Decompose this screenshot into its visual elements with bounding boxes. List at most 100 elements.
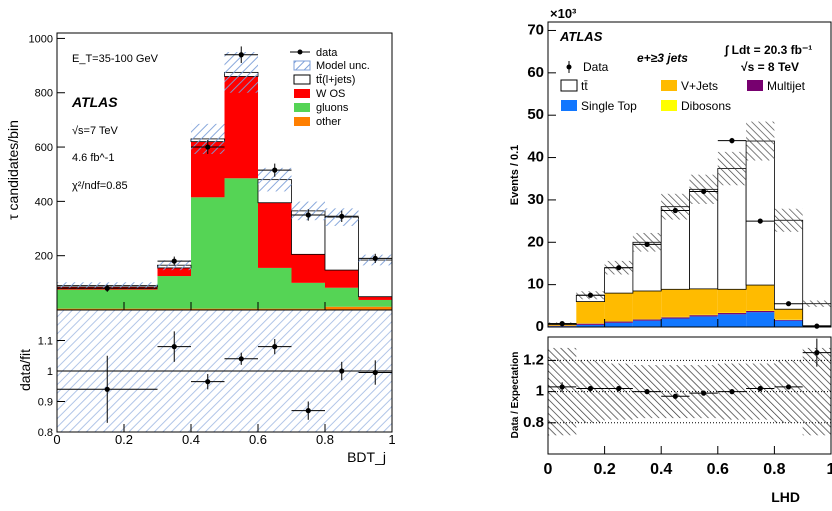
right-ratio-points xyxy=(548,338,831,399)
total-uncertainty-4 xyxy=(661,193,690,220)
bar-other-0 xyxy=(57,308,158,310)
left-chi2: χ²/ndf=0.85 xyxy=(72,180,128,192)
data-point-5 xyxy=(701,188,707,195)
y-tick-label-3: 800 xyxy=(35,88,53,100)
right-data-points xyxy=(548,137,831,329)
x-tick-label-2: 0.4 xyxy=(182,432,200,447)
bar-other-7 xyxy=(358,306,392,310)
data-point-0 xyxy=(104,285,110,291)
bar-gluons-2 xyxy=(191,197,225,309)
x-tick-label-5: 1 xyxy=(388,432,395,447)
left-x-axis-label: BDT_j xyxy=(347,449,386,465)
bar-single-top-1 xyxy=(576,324,605,327)
bar-v-jets-5 xyxy=(689,288,718,315)
right-main-frame xyxy=(547,21,832,328)
bar-multijet-3 xyxy=(632,319,662,321)
x-tick-label-0: 0 xyxy=(544,461,553,478)
y-tick-label-6: 60 xyxy=(527,64,544,81)
bar-tt--4 xyxy=(660,206,690,290)
bar-gluons-1 xyxy=(157,276,191,309)
bar-w-os-1 xyxy=(157,267,191,277)
bar-w-os-6 xyxy=(325,270,359,288)
left-ratio-y-ticks: 0.8 0.9 1 1.1 xyxy=(38,336,65,439)
bar-v-jets-2 xyxy=(604,293,633,322)
total-uncertainty-8 xyxy=(774,208,803,232)
left-luminosity: 4.6 fb^-1 xyxy=(72,152,114,164)
bar-v-jets-6 xyxy=(717,289,747,313)
ratio-point-0 xyxy=(559,384,565,390)
left-ratio-y-label: data/fit xyxy=(17,349,33,391)
y-tick-label-1: 400 xyxy=(35,196,53,208)
data-point-3 xyxy=(238,52,244,58)
bar-multijet-7 xyxy=(746,310,775,313)
ratio-point-9 xyxy=(814,350,820,356)
bar-other-6 xyxy=(325,306,359,310)
bar-other-2 xyxy=(191,308,225,310)
data-point-2 xyxy=(205,144,211,150)
legend-data-label: data xyxy=(316,47,338,59)
ratio-point-1 xyxy=(587,385,594,392)
right-ratio-y-label: Data / Expectation xyxy=(510,352,521,439)
right-atlas-label: ATLAS xyxy=(559,29,603,44)
y-tick-label-2: 20 xyxy=(527,233,544,250)
bar-tt--9 xyxy=(802,303,832,327)
bar-v-jets-7 xyxy=(746,285,775,311)
bar-gluons-3 xyxy=(224,178,258,309)
data-point-0 xyxy=(559,321,565,327)
legend-singletop-swatch xyxy=(561,100,577,111)
bar-multijet-2 xyxy=(604,321,633,323)
right-y-ticks: 0 10 20 30 40 50 60 70 xyxy=(527,21,556,335)
ratio-point-4 xyxy=(272,344,278,350)
y-tick-label-0: 0 xyxy=(536,318,544,335)
ratio-point-3 xyxy=(644,389,650,395)
ratio-band-7 xyxy=(746,363,775,420)
y-tick-label-5: 50 xyxy=(527,106,544,123)
x-tick-label-1: 0.2 xyxy=(593,461,615,478)
data-point-2 xyxy=(616,265,622,271)
legend-ttbar-label: tt̄ xyxy=(581,79,588,93)
x-tick-label-1: 0.2 xyxy=(115,432,133,447)
ratio-point-6 xyxy=(339,368,345,374)
left-y-axis-label: τ candidates/bin xyxy=(5,120,21,220)
bar-other-1 xyxy=(157,308,191,310)
x-tick-label-4: 0.8 xyxy=(316,432,334,447)
legend-vjets-label: V+Jets xyxy=(681,79,718,93)
legend-wos-label: W OS xyxy=(316,88,345,100)
bar-other-3 xyxy=(224,308,258,310)
bar-gluons-7 xyxy=(358,299,392,307)
ratio-tick-label-1: 1 xyxy=(536,383,544,400)
data-point-7 xyxy=(757,218,763,224)
data-point-3 xyxy=(644,241,650,247)
ratio-point-0 xyxy=(104,386,110,392)
data-point-9 xyxy=(814,323,820,329)
x-tick-label-4: 0.8 xyxy=(763,461,785,478)
bar-multijet-4 xyxy=(661,317,690,319)
right-legend: Data tt̄ V+Jets Multijet Single Top Dibo… xyxy=(560,60,806,113)
y-tick-label-4: 1000 xyxy=(29,33,53,45)
ratio-point-6 xyxy=(729,389,735,395)
x-tick-label-5: 1 xyxy=(827,461,832,478)
bar-v-jets-4 xyxy=(661,289,690,317)
bar-single-top-5 xyxy=(689,316,718,327)
data-point-7 xyxy=(372,255,378,262)
left-chart: 200 400 600 800 1000 data Model unc. tt̄(l+j… xyxy=(5,32,396,465)
bar-single-top-8 xyxy=(774,320,803,327)
legend-gluons-swatch xyxy=(294,103,310,112)
bar-tt--8 xyxy=(774,219,804,310)
bar-other-4 xyxy=(258,308,292,310)
right-x-axis-label: LHD xyxy=(771,489,800,505)
legend-multijet-swatch xyxy=(747,80,763,91)
data-point-8 xyxy=(785,301,792,307)
data-point-6 xyxy=(729,138,735,144)
legend-singletop-label: Single Top xyxy=(581,99,637,113)
x-tick-label-2: 0.4 xyxy=(650,461,672,478)
right-ratio-frame xyxy=(547,336,832,455)
ratio-point-1 xyxy=(171,344,177,350)
bar-gluons-4 xyxy=(258,267,292,309)
legend-multijet-label: Multijet xyxy=(767,79,806,93)
total-uncertainty-9 xyxy=(802,300,831,307)
ratio-tick-label-2: 1 xyxy=(47,366,53,378)
ratio-tick-label-3: 1.1 xyxy=(38,336,53,348)
left-sqrts: √s=7 TeV xyxy=(72,125,119,137)
